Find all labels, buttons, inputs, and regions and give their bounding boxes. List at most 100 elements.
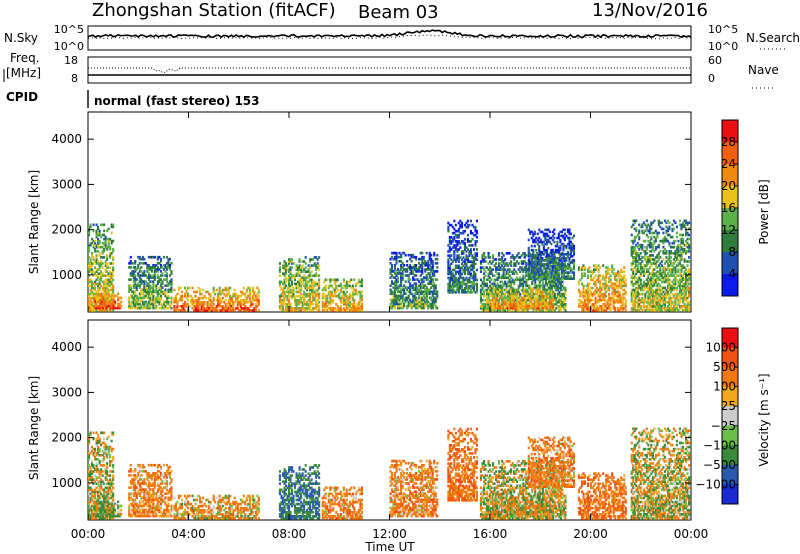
power-cell-0: [97, 245, 100, 249]
power-cell-2: [164, 300, 167, 304]
power-cell-0: [109, 256, 112, 259]
power-cell-2: [150, 300, 153, 304]
power-cell-2: [128, 304, 131, 308]
power-cell-2: [137, 284, 140, 287]
power-cell-3: [208, 303, 211, 306]
power-cell-1: [94, 294, 97, 298]
power-cell-2: [152, 296, 155, 300]
power-cell-0: [89, 225, 92, 229]
power-cell-0: [101, 272, 104, 275]
power-cell-3: [174, 296, 177, 300]
power-cell-7: [475, 240, 478, 243]
power-cell-3: [182, 305, 185, 308]
power-cell-2: [146, 304, 149, 308]
power-cell-0: [101, 262, 104, 265]
power-cell-10: [553, 236, 556, 240]
power-cell-2: [153, 255, 156, 259]
power-cell-2: [165, 262, 168, 265]
power-cell-11: [588, 282, 591, 286]
power-cell-2: [132, 298, 135, 302]
power-cell-2: [137, 282, 140, 285]
power-cell-3: [202, 296, 205, 300]
power-cell-0: [112, 274, 115, 277]
power-cell-2: [159, 264, 162, 267]
power-cell-10: [532, 248, 535, 252]
power-cell-2: [161, 306, 164, 310]
power-cell-0: [107, 288, 110, 292]
power-cell-6: [415, 282, 418, 285]
power-cell-0: [88, 233, 91, 237]
power-cell-0: [94, 309, 97, 312]
power-cell-12: [638, 229, 641, 233]
power-cell-9: [538, 296, 541, 300]
power-cell-8: [508, 252, 511, 255]
power-cell-4: [318, 300, 321, 304]
power-cell-0: [95, 278, 98, 282]
power-cell-2: [167, 300, 170, 304]
power-cell-2: [153, 284, 156, 287]
power-cell-7: [466, 219, 469, 223]
power-cell-2: [161, 266, 164, 269]
power-cell-2: [158, 306, 161, 310]
power-cell-1: [117, 306, 120, 310]
power-cell-5: [342, 278, 345, 282]
power-cell-0: [89, 258, 92, 261]
power-cell-2: [146, 290, 149, 294]
power-cell-2: [156, 255, 159, 259]
power-cell-3: [224, 286, 227, 290]
power-cell-0: [98, 272, 101, 275]
power-cell-3: [185, 290, 188, 294]
power-cell-0: [110, 280, 113, 284]
power-cell-2: [158, 288, 161, 292]
power-cell-2: [141, 296, 144, 300]
power-cell-2: [132, 284, 135, 287]
power-cell-2: [161, 272, 164, 275]
power-cell-2: [159, 260, 162, 263]
power-cell-2: [129, 304, 132, 308]
power-cell-1: [100, 302, 103, 306]
power-cell-3: [181, 307, 184, 310]
power-cell-2: [156, 280, 159, 283]
power-cell-3: [205, 307, 208, 310]
power-cell-0: [106, 256, 109, 259]
power-cell-3: [197, 309, 200, 312]
power-cell-7: [475, 236, 478, 239]
power-cell-3: [196, 298, 199, 302]
power-cell-0: [103, 282, 106, 286]
power-cell-3: [226, 288, 229, 292]
power-cell-11: [624, 309, 627, 312]
power-cell-3: [220, 300, 223, 304]
power-cell-0: [89, 309, 92, 312]
power-cell-8: [484, 256, 487, 259]
power-cell-2: [155, 306, 158, 310]
power-cell-3: [177, 309, 180, 312]
power-cell-6: [406, 260, 409, 263]
power-cell-2: [141, 274, 144, 277]
power-cell-0: [89, 264, 92, 267]
power-cell-3: [220, 309, 223, 312]
power-cell-5: [354, 288, 357, 292]
power-cell-3: [176, 307, 179, 310]
power-cell-2: [138, 292, 141, 296]
power-cell-2: [170, 290, 173, 294]
power-cell-8: [483, 252, 486, 255]
power-cell-1: [97, 306, 100, 310]
power-cell-2: [153, 290, 156, 294]
power-cell-11: [618, 290, 621, 294]
power-cell-11: [624, 290, 627, 294]
power-cell-2: [162, 264, 165, 267]
power-cell-8: [492, 268, 495, 271]
power-cell-3: [205, 290, 208, 294]
power-cell-2: [134, 262, 137, 265]
power-cell-1: [115, 306, 118, 310]
power-cell-3: [181, 309, 184, 312]
power-cell-0: [106, 278, 109, 282]
power-cell-3: [223, 292, 226, 296]
power-cell-3: [181, 294, 184, 298]
power-cell-3: [218, 286, 221, 290]
power-cell-3: [205, 296, 208, 300]
power-cell-6: [421, 251, 424, 255]
power-cell-1: [106, 304, 109, 308]
power-cell-0: [98, 239, 101, 243]
power-cell-2: [143, 286, 146, 289]
